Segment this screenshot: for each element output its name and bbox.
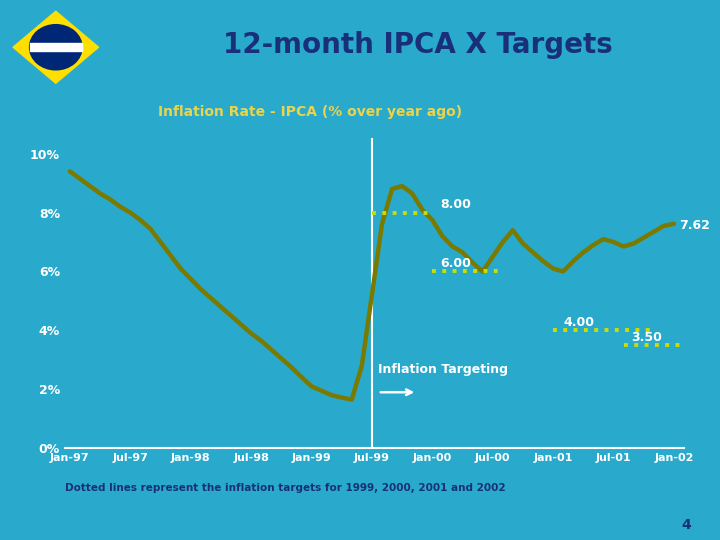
Text: Inflation Targeting: Inflation Targeting <box>378 363 508 376</box>
Polygon shape <box>30 44 82 51</box>
Text: 4: 4 <box>681 518 691 532</box>
Polygon shape <box>13 11 99 83</box>
Text: Dotted lines represent the inflation targets for 1999, 2000, 2001 and 2002: Dotted lines represent the inflation tar… <box>65 483 505 494</box>
Circle shape <box>30 25 82 70</box>
Text: 6.00: 6.00 <box>441 257 471 270</box>
Text: 7.62: 7.62 <box>679 219 710 232</box>
Text: 3.50: 3.50 <box>631 330 662 343</box>
Text: 4.00: 4.00 <box>563 316 594 329</box>
Text: 12-month IPCA X Targets: 12-month IPCA X Targets <box>222 31 613 59</box>
Text: 8.00: 8.00 <box>441 198 471 211</box>
Text: Inflation Rate - IPCA (% over year ago): Inflation Rate - IPCA (% over year ago) <box>158 105 462 119</box>
